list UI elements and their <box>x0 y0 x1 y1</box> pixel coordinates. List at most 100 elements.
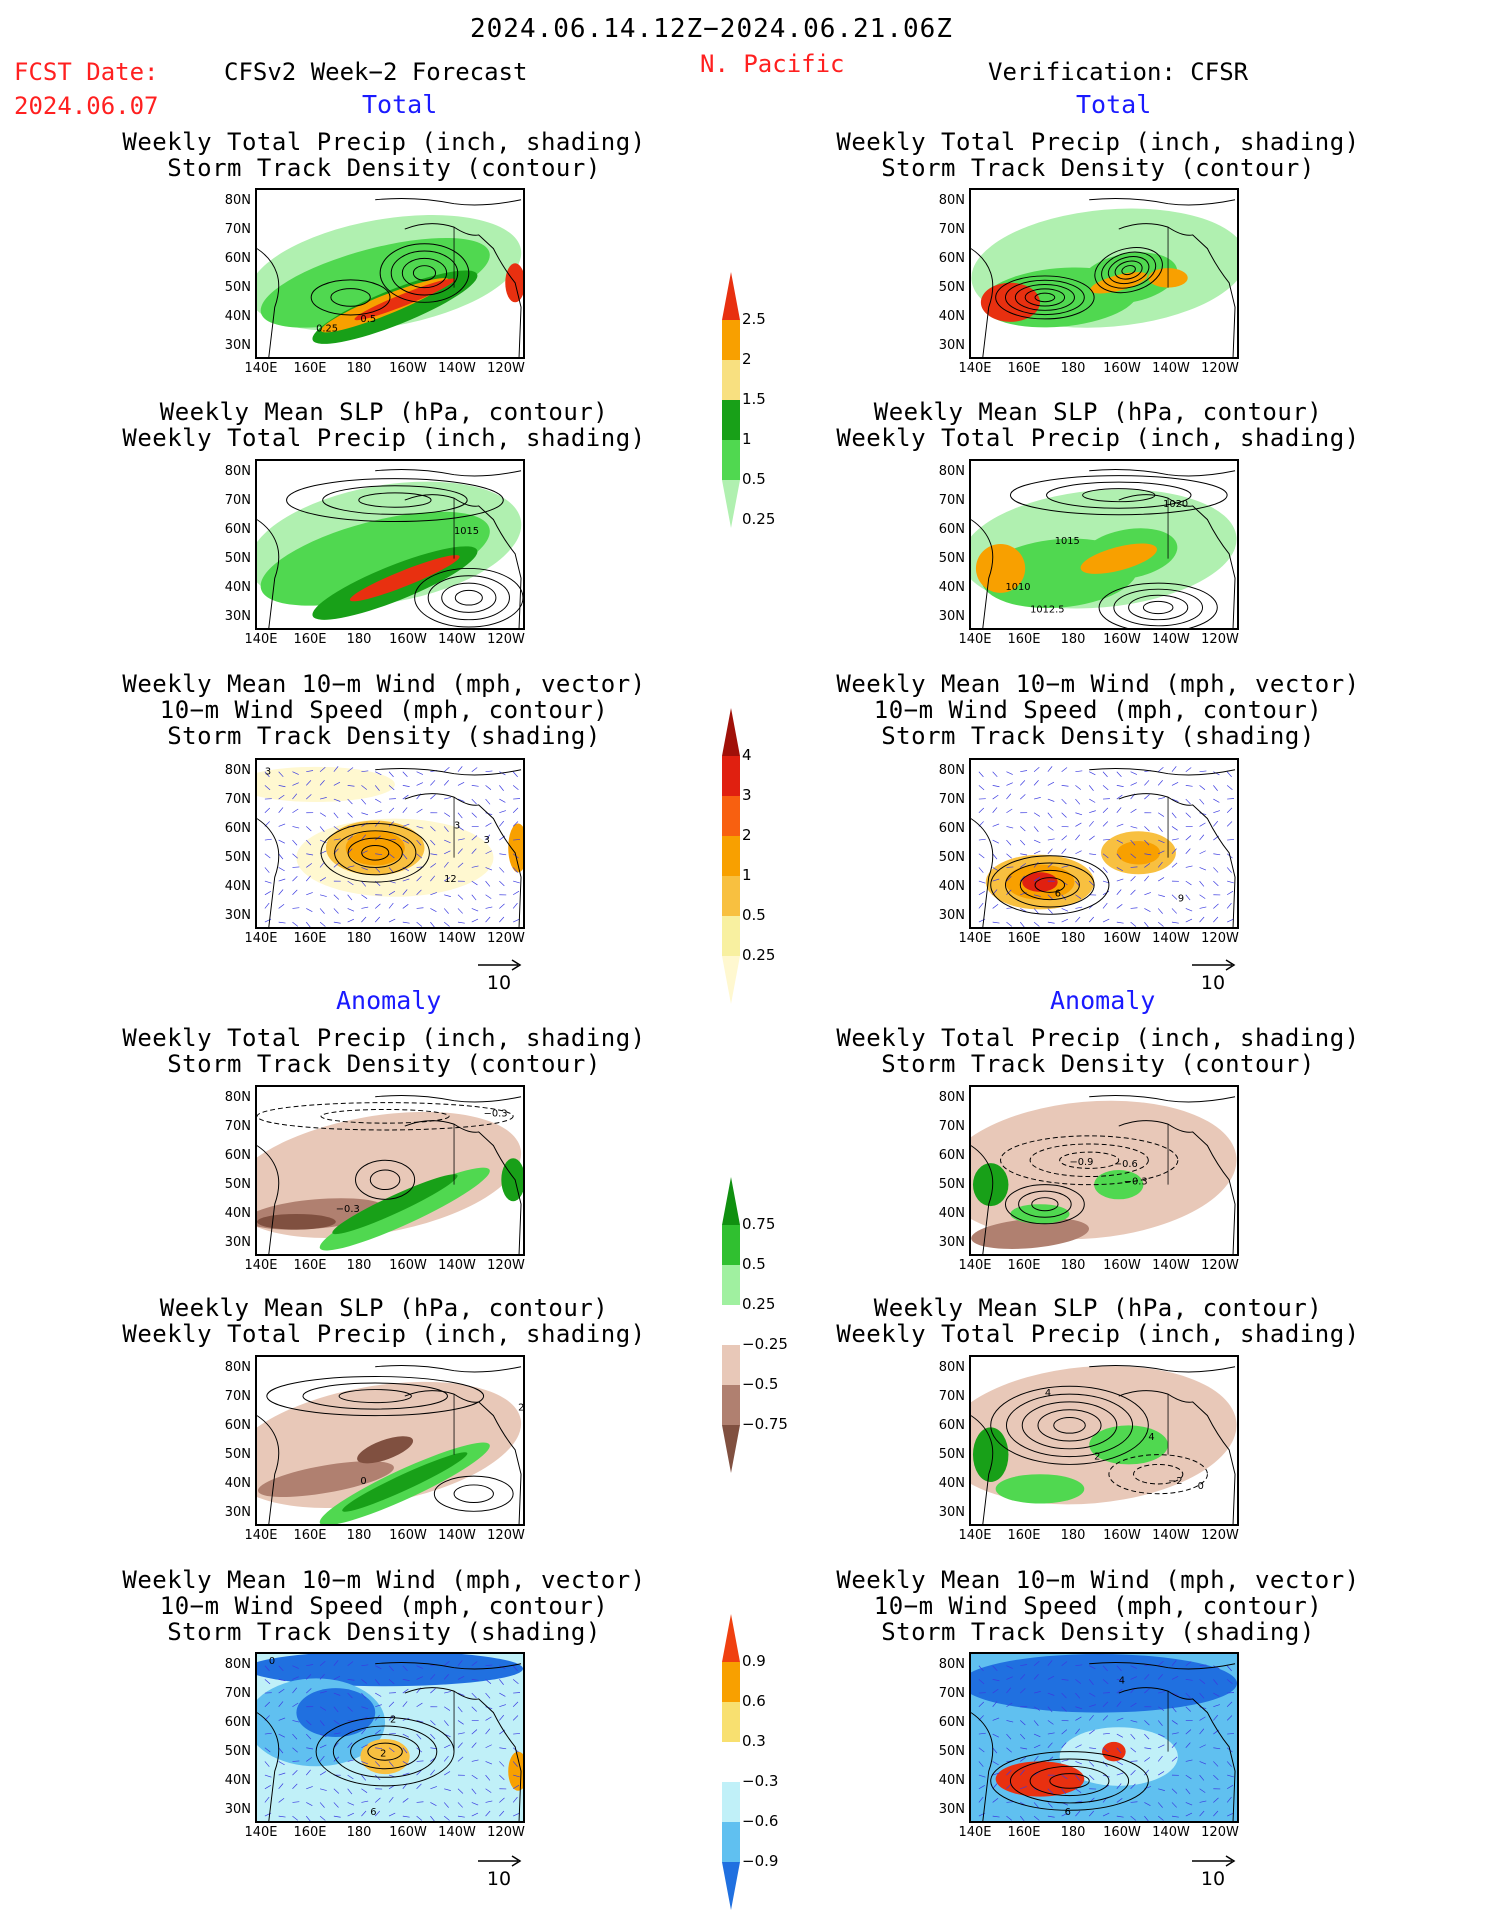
coastline <box>257 818 280 927</box>
wind-vector <box>1006 782 1013 786</box>
wind-vector <box>306 1688 312 1694</box>
wind-vector <box>1199 770 1207 773</box>
wind-vector <box>1213 798 1220 803</box>
wind-vector <box>430 863 437 868</box>
wind-vector <box>388 1701 395 1707</box>
wind-vector <box>278 1815 286 1818</box>
wind-vector <box>1033 1815 1040 1821</box>
wind-vector <box>347 1774 354 1780</box>
wind-vector <box>444 1788 451 1791</box>
wind-vector <box>1089 835 1095 841</box>
map-panel: 4 2 −2 4 0 <box>969 1355 1239 1526</box>
wind-vector <box>1144 1757 1151 1762</box>
wind-vector <box>306 863 313 868</box>
coastline <box>1118 1390 1236 1524</box>
wind-vector <box>278 839 285 844</box>
contour-label: −0.9 <box>1070 1157 1094 1168</box>
contour-line <box>1019 869 1080 901</box>
y-tick-label: 30N <box>938 1802 965 1817</box>
wind-vector <box>430 875 436 882</box>
wind-vector <box>292 921 299 927</box>
x-tick-label: 140E <box>244 632 278 647</box>
wind-vector <box>278 903 285 909</box>
colorbar-label: −0.9 <box>742 1852 779 1870</box>
wind-vector <box>1102 821 1109 827</box>
wind-vector <box>1157 1674 1163 1680</box>
wind-vector <box>978 1747 985 1753</box>
wind-vector <box>499 1679 504 1685</box>
wind-vector <box>1227 880 1234 884</box>
wind-vector <box>1185 798 1191 805</box>
wind-vector <box>1006 876 1012 882</box>
colorbar-total-storm: 4 3 2 1 0.5 0.25 <box>720 706 840 1006</box>
wind-vector <box>1171 1756 1178 1762</box>
wind-vector <box>499 1714 505 1721</box>
wind-vector <box>319 1788 327 1791</box>
wind-vector <box>1033 894 1041 897</box>
wind-vector <box>1185 894 1191 901</box>
wind-vector <box>1047 921 1055 924</box>
contour-line <box>1053 1417 1086 1434</box>
wind-vector <box>978 785 985 791</box>
wind-vector <box>1130 853 1137 859</box>
wind-vector <box>374 867 381 873</box>
wind-vector <box>1144 853 1152 856</box>
precip-anomaly <box>971 1100 1237 1240</box>
wind-vector <box>1075 1692 1081 1699</box>
wind-vector <box>1075 1728 1080 1735</box>
panel-title: Weekly Mean SLP (hPa, contour) <box>873 1294 1323 1322</box>
y-tick-label: 30N <box>224 1235 251 1250</box>
wind-vector <box>1033 1673 1039 1680</box>
y-tick-label: 70N <box>224 792 251 807</box>
colorbar-label: 2.5 <box>742 310 766 328</box>
contour-label: 0.5 <box>360 314 376 325</box>
wind-vector <box>402 921 410 924</box>
wind-vector <box>499 1704 506 1708</box>
wind-vector <box>1130 1801 1138 1803</box>
wind-vector <box>1020 853 1028 856</box>
x-tick-label: 160W <box>389 1528 427 1543</box>
wind-vector <box>306 839 312 846</box>
panel-title: Storm Track Density (shading) <box>167 722 601 750</box>
wind-vector <box>1227 1733 1235 1735</box>
wind-vector <box>444 797 451 800</box>
wind-vector <box>1157 1755 1163 1762</box>
wind-vector <box>1047 848 1053 854</box>
wind-vector <box>319 1706 327 1711</box>
wind-vector <box>512 1665 518 1672</box>
y-tick-label: 40N <box>224 879 251 894</box>
wind-vector <box>374 903 381 909</box>
wind-vector <box>347 1812 355 1817</box>
wind-vector <box>1185 1812 1193 1817</box>
wind-vector <box>388 867 394 873</box>
colorbar-swatch <box>722 320 740 360</box>
map-plot: 0 2 2 6 <box>257 1654 523 1821</box>
wind-vector <box>1226 1701 1233 1707</box>
wind-vector <box>375 1704 382 1708</box>
wind-vector <box>1116 1798 1123 1803</box>
colorbar-label: 2 <box>742 350 752 368</box>
wind-vector <box>1006 1687 1012 1694</box>
wind-vector <box>333 1675 341 1680</box>
region-title: N. Pacific <box>700 50 845 78</box>
wind-vector <box>416 921 423 927</box>
wind-vector <box>1130 839 1136 846</box>
x-tick-label: 160W <box>389 1825 427 1840</box>
map-plot: 20 <box>257 1364 523 1524</box>
wind-vector <box>1158 797 1165 800</box>
wind-vector <box>1061 1759 1069 1762</box>
x-tick-label: 180 <box>346 1258 372 1273</box>
wind-vector <box>1157 780 1163 786</box>
wind-vector <box>1075 1706 1083 1710</box>
wind-vector <box>1130 826 1138 829</box>
wind-vector <box>444 1771 451 1776</box>
wind-vector <box>375 1747 383 1750</box>
wind-vector <box>264 880 272 884</box>
colorbar-label: 1 <box>742 866 752 884</box>
wind-vector <box>361 1728 366 1735</box>
wind-vector <box>1020 794 1026 800</box>
x-tick-label: 180 <box>346 1528 372 1543</box>
wind-vector <box>1047 1732 1055 1735</box>
y-tick-label: 80N <box>938 1090 965 1105</box>
wind-vector <box>485 916 491 923</box>
